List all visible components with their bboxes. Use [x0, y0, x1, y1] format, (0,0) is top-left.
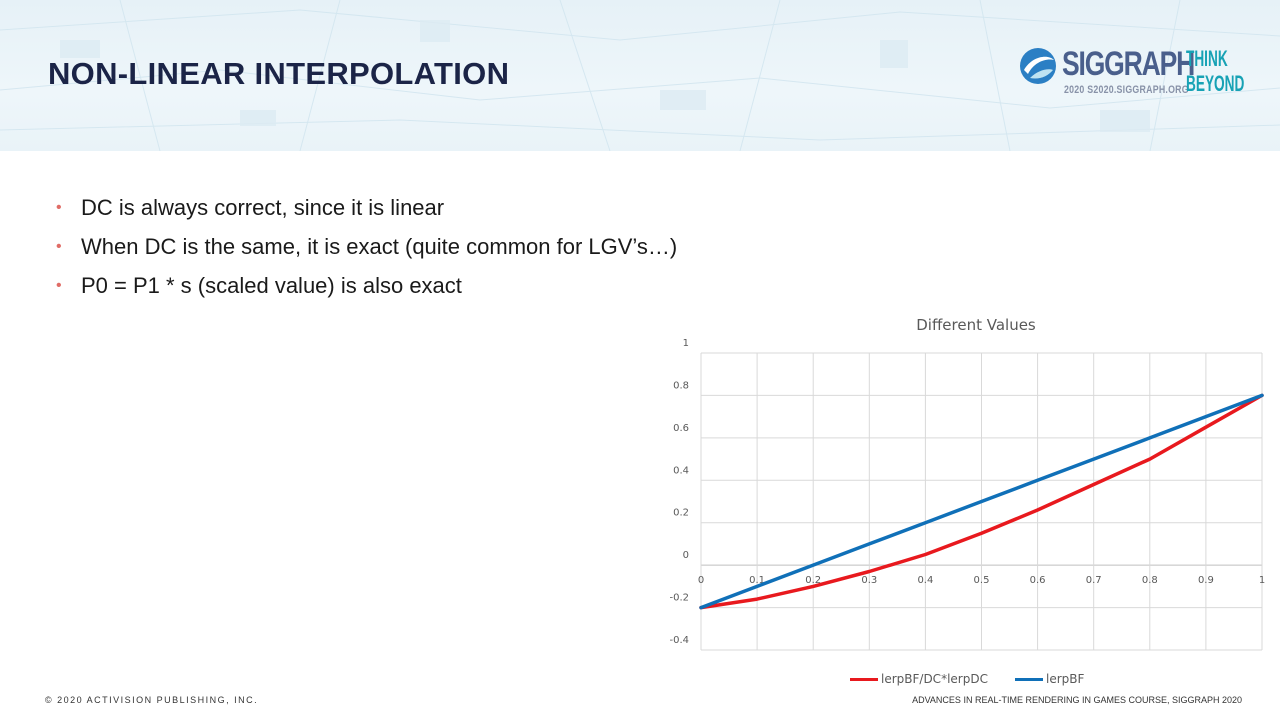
line-chart: Different Values 1 0.8 0.6 0.4 0.2 0 -0.2 -0.4 0…	[660, 310, 1280, 695]
siggraph-logo: SIGGRAPH 2020 S2020.SIGGRAPH.ORG THINK B…	[1018, 44, 1244, 102]
header-banner: NON-LINEAR INTERPOLATION SIGGRAPH 2020 S…	[0, 0, 1280, 151]
bullet-list: • DC is always correct, since it is line…	[56, 193, 677, 310]
bullet-item: • When DC is the same, it is exact (quit…	[56, 232, 677, 271]
logo-tagline-line-1: THINK	[1186, 46, 1228, 71]
y-tick-label: -0.2	[669, 593, 689, 604]
bullet-item: • DC is always correct, since it is line…	[56, 193, 677, 232]
legend-label: lerpBF/DC*lerpDC	[881, 672, 988, 686]
legend-label: lerpBF	[1046, 672, 1085, 686]
x-tick-label: 1	[1259, 575, 1265, 586]
x-tick-label: 0	[698, 575, 704, 586]
x-tick-label: 0.1	[749, 575, 765, 586]
y-tick-label: 1	[683, 338, 689, 349]
bullet-dot-icon: •	[56, 199, 62, 216]
legend-swatch	[1015, 678, 1043, 681]
bullet-text: When DC is the same, it is exact (quite …	[81, 234, 678, 259]
course-footer: ADVANCES IN REAL-TIME RENDERING IN GAMES…	[912, 695, 1242, 705]
bullet-text: P0 = P1 * s (scaled value) is also exact	[81, 273, 462, 298]
x-tick-label: 0.3	[861, 575, 877, 586]
y-tick-label: 0.6	[673, 423, 689, 434]
x-tick-label: 0.7	[1086, 575, 1102, 586]
chart-title: Different Values	[916, 316, 1036, 334]
x-tick-label: 0.4	[917, 575, 933, 586]
logo-subtitle: 2020 S2020.SIGGRAPH.ORG	[1064, 84, 1189, 96]
y-tick-label: 0.2	[673, 508, 689, 519]
logo-tagline-line-2: BEYOND	[1186, 71, 1245, 96]
series-line-1	[699, 393, 1264, 610]
chart-legend: lerpBF/DC*lerpDC lerpBF	[850, 670, 1110, 690]
y-tick-label: 0	[683, 550, 689, 561]
y-tick-label: -0.4	[669, 635, 689, 646]
series-line-2	[699, 393, 1264, 610]
x-tick-label: 0.8	[1142, 575, 1158, 586]
y-tick-label: 0.8	[673, 380, 689, 391]
copyright-footer: © 2020 ACTIVISION PUBLISHING, INC.	[45, 695, 259, 705]
y-tick-label: 0.4	[673, 465, 689, 476]
x-tick-label: 0.6	[1030, 575, 1046, 586]
slide-title: NON-LINEAR INTERPOLATION	[48, 56, 510, 91]
legend-swatch	[850, 678, 878, 681]
logo-wordmark: SIGGRAPH	[1062, 45, 1195, 83]
x-tick-label: 0.5	[974, 575, 990, 586]
logo-tagline: THINK BEYOND	[1186, 46, 1244, 96]
bullet-dot-icon: •	[56, 238, 62, 255]
city-map-texture	[0, 0, 1280, 151]
x-tick-label: 0.9	[1198, 575, 1214, 586]
bullet-text: DC is always correct, since it is linear	[81, 195, 445, 220]
bullet-item: • P0 = P1 * s (scaled value) is also exa…	[56, 271, 677, 310]
x-tick-label: 0.2	[805, 575, 821, 586]
siggraph-swirl-icon	[1020, 48, 1056, 84]
chart-plot: 1 0.8 0.6 0.4 0.2 0 -0.2 -0.4 0 0.1 0.2 0.3 0.4 0.5 0.…	[669, 338, 1265, 651]
bullet-dot-icon: •	[56, 277, 62, 294]
